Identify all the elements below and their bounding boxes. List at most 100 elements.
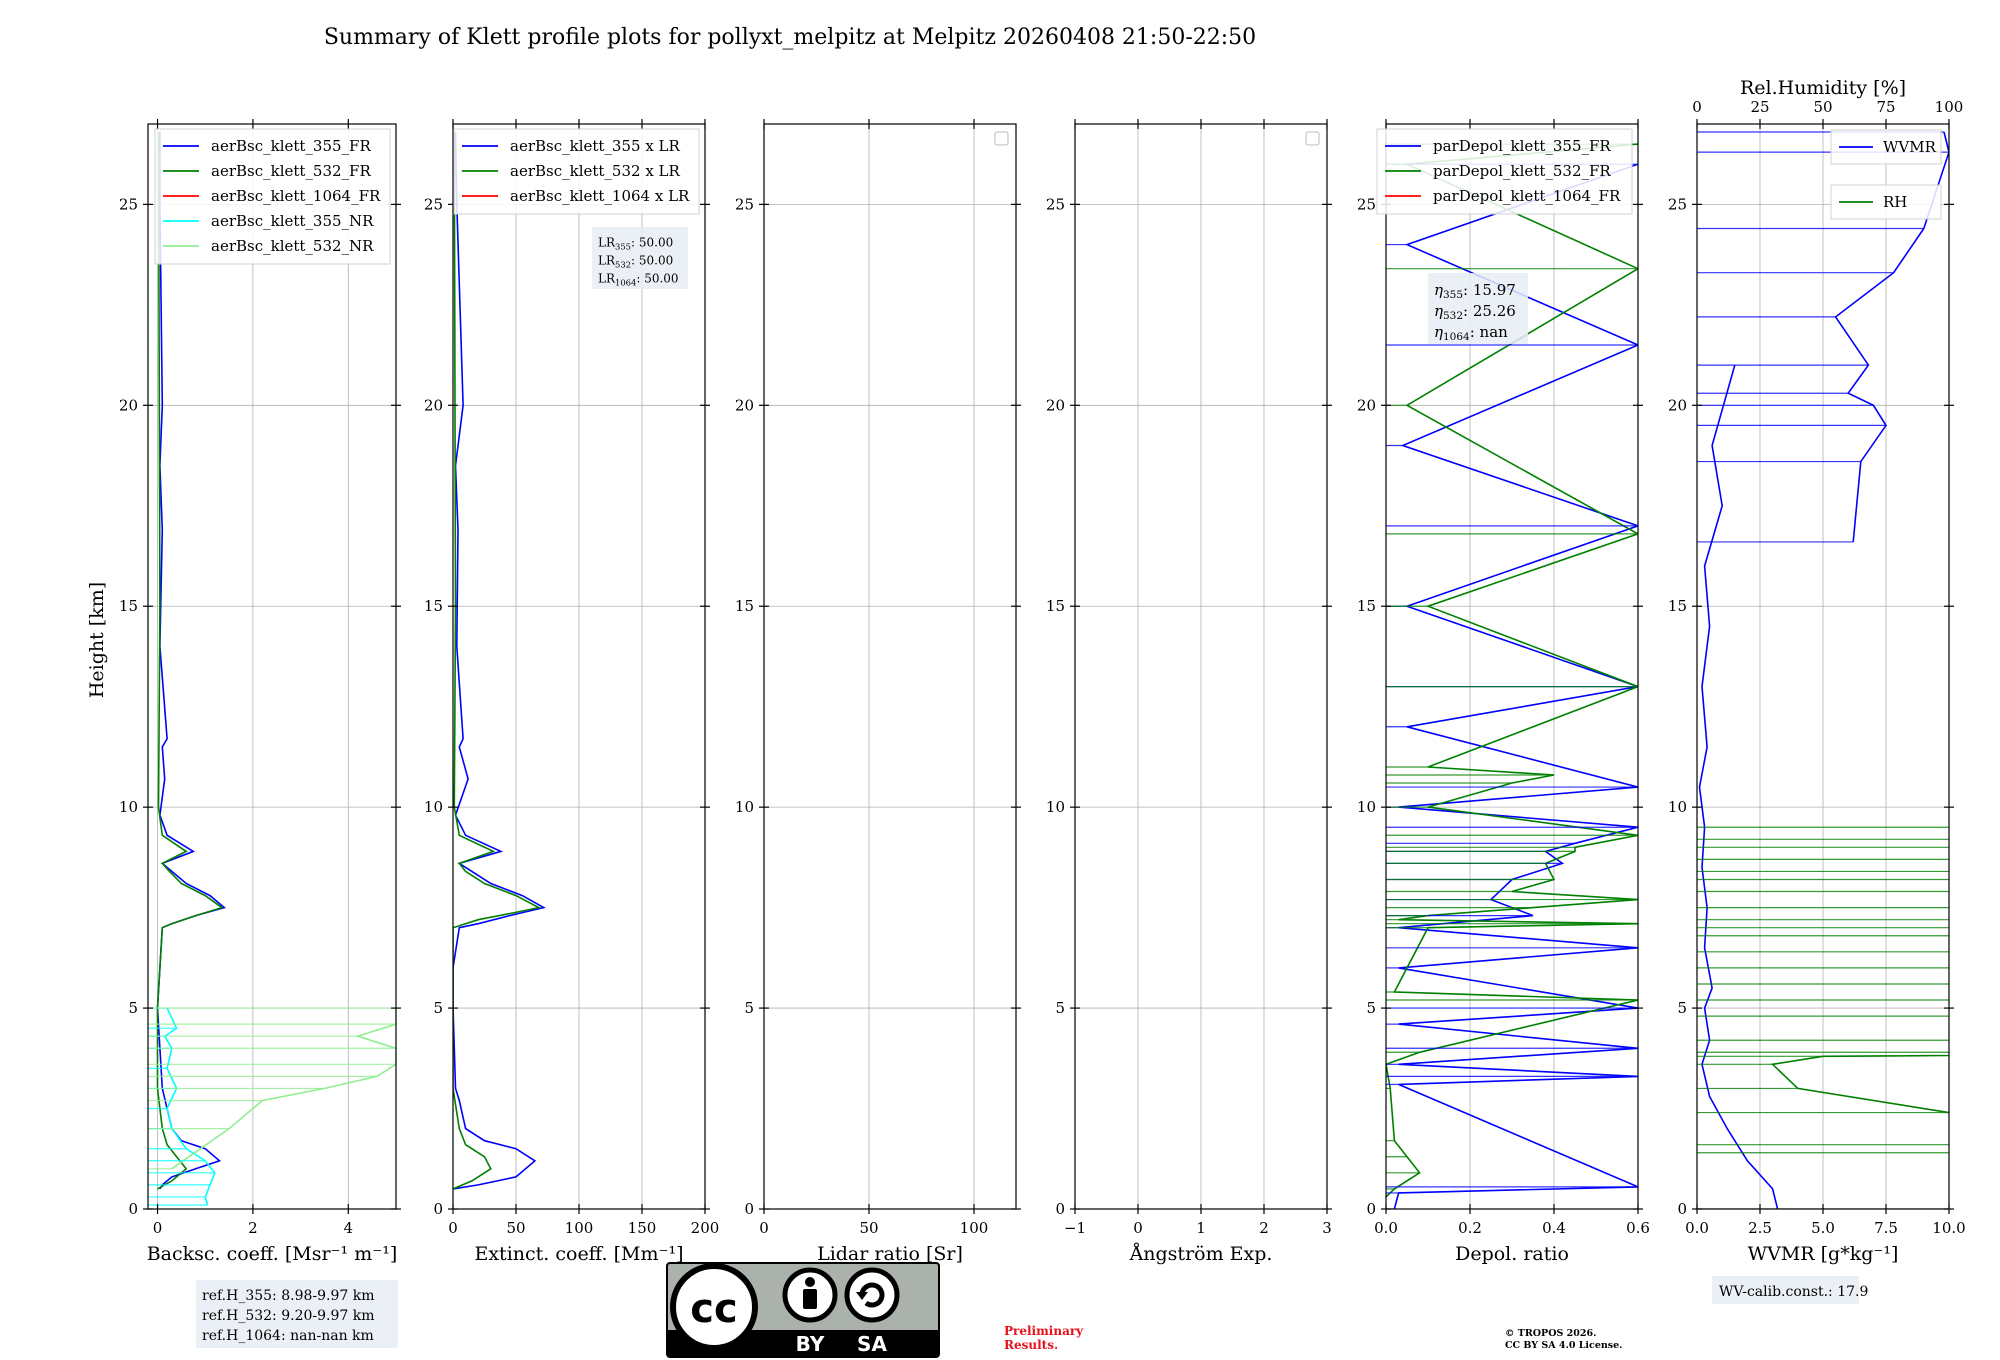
y-axis-label: Height [km] — [86, 582, 108, 698]
share-alike-icon — [844, 1267, 900, 1323]
y-tick-label: 20 — [1357, 396, 1376, 414]
y-tick-label: 5 — [1055, 999, 1065, 1017]
x-tick-label: 2 — [248, 1219, 258, 1237]
y-tick-label: 20 — [1046, 396, 1065, 414]
legend-entry: aerBsc_klett_355_FR — [211, 137, 371, 155]
y-tick-label: 25 — [1046, 195, 1065, 213]
annotation: LR355: 50.00 LR532: 50.00 LR1064: 50.00 — [592, 227, 688, 289]
x-tick-label: 2.5 — [1748, 1219, 1772, 1237]
x-tick-label: 0.2 — [1458, 1219, 1482, 1237]
series-group — [453, 131, 546, 1190]
x-tick-label: 0.0 — [1685, 1219, 1709, 1237]
empty-legend-icon — [994, 131, 1009, 146]
x-tick-label: 0.4 — [1542, 1219, 1566, 1237]
y-tick-label: 15 — [424, 597, 443, 615]
panel-lidar_ratio: 0 50 100 0 5 10 15 20 25 Lidar ratio [Sr] — [735, 119, 1021, 1265]
x-axis-label: Depol. ratio — [1455, 1243, 1569, 1265]
x-tick-label: 200 — [691, 1219, 720, 1237]
x-tick-label: 5.0 — [1811, 1219, 1835, 1237]
legend-entry: aerBsc_klett_532_FR — [211, 162, 371, 180]
preliminary-results-note: Preliminary Results. — [1004, 1324, 1083, 1352]
preliminary-line-2: Results. — [1004, 1338, 1059, 1352]
x-tick-label: 0 — [1133, 1219, 1143, 1237]
x-tick-label: 1 — [1196, 1219, 1206, 1237]
copyright-note: © TROPOS 2026. CC BY SA 4.0 License. — [1505, 1328, 1622, 1352]
x-tick-label: 7.5 — [1874, 1219, 1898, 1237]
x-axis-label: Backsc. coeff. [Msr⁻¹ m⁻¹] — [147, 1243, 398, 1265]
x-tick-label: 50 — [506, 1219, 525, 1237]
top-x-tick-label: 100 — [1935, 98, 1964, 116]
y-tick-label: 25 — [1668, 195, 1687, 213]
annotation-line: η532: 25.26 — [1434, 302, 1516, 322]
series-aerBsc_klett_355_FR — [156, 132, 226, 1190]
x-tick-label: 0.0 — [1374, 1219, 1398, 1237]
panel-frame — [1385, 123, 1639, 1210]
legend: aerBsc_klett_355_FR aerBsc_klett_532_FRae… — [154, 128, 391, 265]
series-aerBsc_klett_532_FR — [156, 131, 224, 1190]
legend-entry: parDepol_klett_532_FR — [1433, 162, 1611, 180]
copyright-line-1: © TROPOS 2026. — [1505, 1328, 1597, 1339]
y-tick-label: 25 — [1357, 195, 1376, 213]
x-tick-label: 0 — [448, 1219, 458, 1237]
top-x-tick-label: 25 — [1750, 98, 1769, 116]
legend-entry: parDepol_klett_355_FR — [1433, 137, 1611, 155]
annotation: ref.H_355: 8.98-9.97 km ref.H_532: 9.20-9… — [196, 1280, 398, 1348]
annotation: WV-calib.const.: 17.9 — [1712, 1276, 1868, 1304]
series-aerBsc_klett_532_NR — [171, 1008, 396, 1170]
copyright-line-2: CC BY SA 4.0 License. — [1505, 1340, 1623, 1351]
legend-entry: aerBsc_klett_1064_FR — [211, 187, 381, 205]
annotation-box — [1712, 1276, 1859, 1304]
cc-by-sa-logo: cc BY SA — [666, 1262, 940, 1358]
legend-entry: aerBsc_klett_355 x LR — [510, 137, 681, 155]
series-aerBsc_klett_355_NR — [163, 1007, 216, 1206]
y-tick-label: 25 — [424, 195, 443, 213]
series-aerBsc_klett_355 x LR — [453, 131, 546, 1190]
x-tick-label: 2 — [1259, 1219, 1269, 1237]
top-x-tick-label: 75 — [1876, 98, 1895, 116]
y-tick-label: 5 — [128, 999, 138, 1017]
y-tick-label: 0 — [433, 1200, 443, 1218]
legend: parDepol_klett_355_FR parDepol_klett_532_… — [1376, 128, 1633, 215]
panel-frame — [763, 123, 1017, 1210]
x-tick-label: −1 — [1064, 1219, 1086, 1237]
legend-entry: WVMR — [1883, 138, 1937, 156]
panel-frame — [147, 123, 397, 1210]
y-tick-label: 20 — [119, 396, 138, 414]
annotation-box — [592, 227, 688, 289]
legend-entry: RH — [1883, 193, 1907, 211]
empty-legend-icon — [1305, 131, 1320, 146]
cc-sa-label: SA — [857, 1332, 887, 1356]
y-tick-label: 5 — [1677, 999, 1687, 1017]
y-tick-label: 15 — [1668, 597, 1687, 615]
annotation-line: LR355: 50.00 — [598, 235, 673, 251]
annotation-line: LR532: 50.00 — [598, 253, 673, 269]
y-tick-label: 25 — [735, 195, 754, 213]
y-tick-label: 10 — [1668, 798, 1687, 816]
series-group — [148, 131, 396, 1206]
cc-circle-icon — [670, 1263, 758, 1351]
x-tick-label: 0 — [153, 1219, 163, 1237]
y-tick-label: 10 — [119, 798, 138, 816]
y-tick-label: 25 — [119, 195, 138, 213]
preliminary-line-1: Preliminary — [1004, 1324, 1084, 1338]
y-tick-label: 5 — [1366, 999, 1376, 1017]
x-tick-label: 100 — [960, 1219, 989, 1237]
annotation-line: ref.H_532: 9.20-9.97 km — [202, 1308, 375, 1324]
figure-title: Summary of Klett profile plots for polly… — [324, 25, 1256, 50]
top-x-axis-label: Rel.Humidity [%] — [1740, 77, 1906, 99]
x-axis-label: Extinct. coeff. [Mm⁻¹] — [474, 1243, 683, 1265]
y-tick-label: 15 — [119, 597, 138, 615]
y-tick-label: 15 — [1046, 597, 1065, 615]
annotation-line: WV-calib.const.: 17.9 — [1719, 1284, 1868, 1300]
series-aerBsc_klett_532 x LR — [453, 131, 542, 1190]
legend: WVMR RH — [1830, 129, 1942, 220]
annotation-box — [1428, 273, 1528, 344]
y-tick-label: 5 — [433, 999, 443, 1017]
x-axis-label: Lidar ratio [Sr] — [817, 1243, 963, 1265]
legend-entry: parDepol_klett_1064_FR — [1433, 187, 1621, 205]
panel-backscatter: 0 2 4 0 5 10 15 20 25 Backsc. coeff. [Msr⁻¹ m⁻¹] a… — [119, 119, 401, 1348]
x-tick-label: 0 — [759, 1219, 769, 1237]
